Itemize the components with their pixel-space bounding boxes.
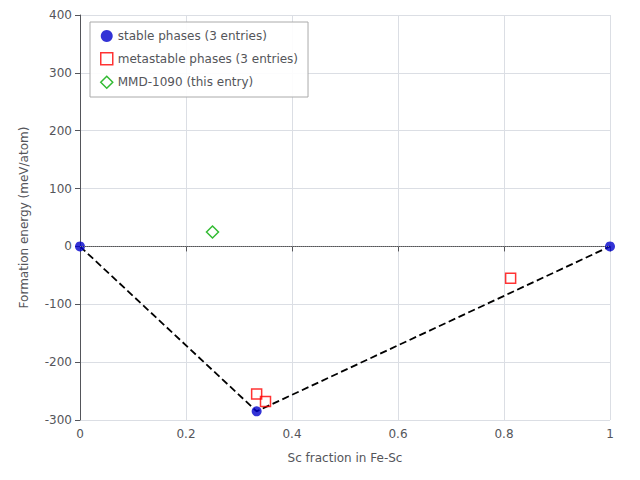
svg-text:-100: -100	[45, 297, 72, 311]
svg-text:stable phases (3 entries): stable phases (3 entries)	[118, 29, 267, 43]
svg-text:300: 300	[49, 66, 72, 80]
svg-text:0.6: 0.6	[388, 427, 407, 441]
svg-text:Formation energy (meV/atom): Formation energy (meV/atom)	[17, 127, 31, 309]
svg-text:100: 100	[49, 182, 72, 196]
svg-text:MMD-1090 (this entry): MMD-1090 (this entry)	[118, 75, 253, 89]
svg-text:Sc fraction in Fe-Sc: Sc fraction in Fe-Sc	[288, 451, 403, 465]
svg-text:0: 0	[76, 427, 84, 441]
svg-text:1: 1	[606, 427, 614, 441]
svg-text:-200: -200	[45, 355, 72, 369]
svg-text:0.4: 0.4	[282, 427, 301, 441]
svg-text:0: 0	[64, 239, 72, 253]
svg-text:metastable phases (3 entries): metastable phases (3 entries)	[118, 52, 298, 66]
svg-text:200: 200	[49, 124, 72, 138]
svg-text:-300: -300	[45, 413, 72, 427]
svg-text:0.8: 0.8	[494, 427, 513, 441]
svg-text:0.2: 0.2	[176, 427, 195, 441]
svg-text:400: 400	[49, 8, 72, 22]
